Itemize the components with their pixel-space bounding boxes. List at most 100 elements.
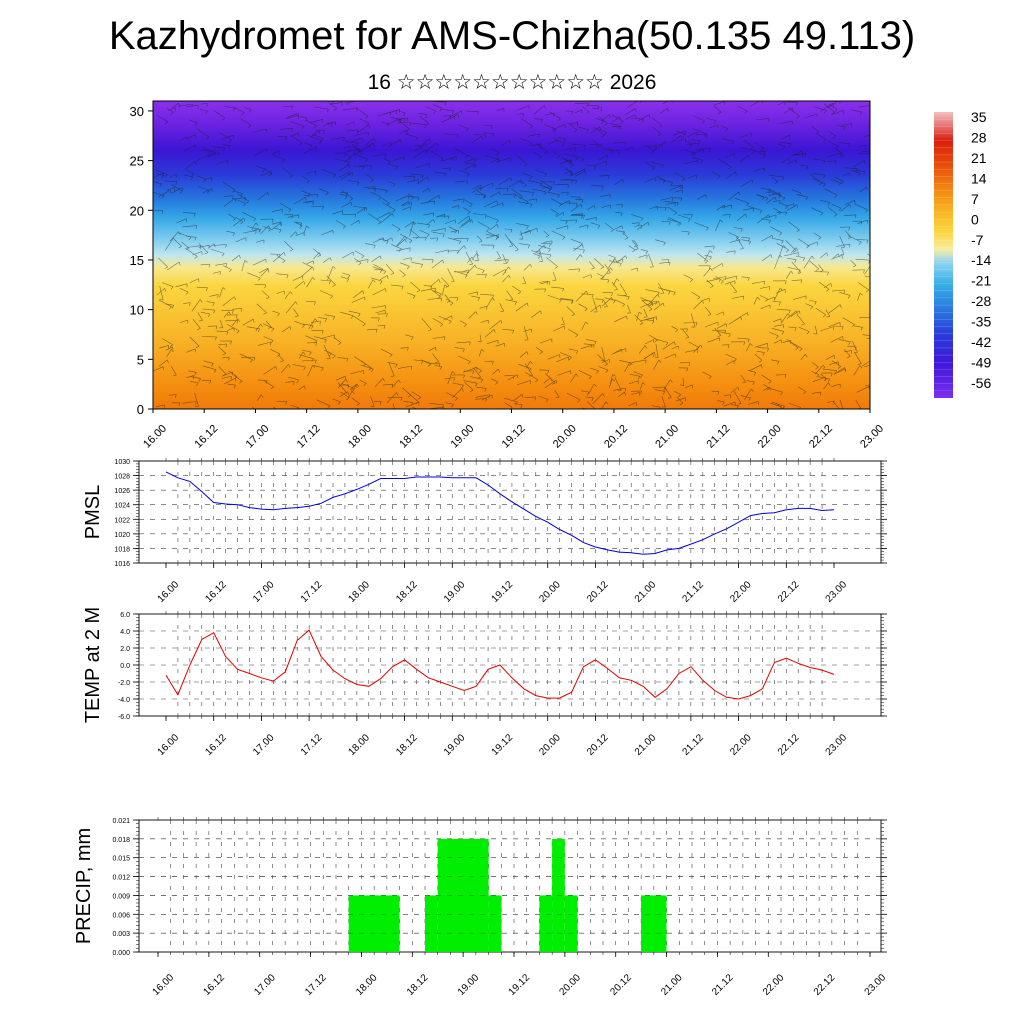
wind-barb-flag — [326, 109, 329, 113]
wind-barb — [839, 399, 844, 409]
wind-barb-flag — [213, 309, 216, 314]
wind-barb — [616, 294, 630, 297]
wind-barb — [365, 243, 376, 246]
wind-barb-flag — [743, 341, 746, 346]
wind-barb — [200, 311, 210, 315]
wind-barb — [475, 398, 487, 400]
wind-barb — [365, 138, 375, 146]
wind-barb — [784, 107, 793, 114]
temp-x-tick-label: 22.12 — [776, 732, 802, 758]
wind-barb — [224, 377, 236, 385]
wind-barb — [200, 103, 208, 105]
wind-barb — [468, 311, 477, 319]
wind-barb-flag — [665, 342, 669, 346]
wind-barb — [791, 247, 797, 253]
wind-barb-flag — [286, 274, 289, 279]
wind-barb — [428, 347, 436, 352]
wind-barb-flag — [653, 339, 655, 344]
wind-barb-flag — [170, 189, 172, 194]
wind-barb-flag — [365, 207, 368, 211]
wind-barb — [227, 324, 240, 332]
wind-barb — [290, 135, 303, 144]
wind-barb — [524, 396, 536, 398]
wind-barb-flag — [661, 144, 664, 149]
wind-barb — [233, 217, 244, 227]
wind-barb-flag — [211, 363, 214, 367]
wind-barb — [209, 294, 219, 297]
wind-barb-flag — [468, 215, 471, 220]
wind-barb — [431, 151, 444, 159]
wind-barb — [171, 187, 183, 194]
wind-barb-flag — [575, 350, 579, 355]
wind-barb-flag — [407, 395, 412, 398]
wind-barb-flag — [814, 301, 817, 305]
wind-barb — [776, 211, 787, 213]
wind-barb-flag — [350, 387, 354, 391]
wind-barb-flag — [610, 229, 614, 233]
wind-barb — [780, 313, 789, 324]
wind-barb — [603, 299, 608, 307]
wind-barb-flag — [834, 194, 838, 198]
wind-barb — [601, 204, 611, 208]
wind-barb — [543, 377, 551, 384]
wind-barb-flag — [318, 252, 322, 256]
wind-barb — [654, 206, 667, 208]
wind-barb-flag — [348, 156, 352, 160]
colorbar-label: 21 — [971, 150, 987, 166]
temp-x-tick-label: 16.00 — [156, 732, 182, 758]
wind-barb-flag — [207, 190, 210, 194]
wind-barb — [447, 268, 455, 282]
wind-barb-flag — [531, 192, 534, 196]
wind-barb — [384, 237, 393, 242]
wind-barb-flag — [676, 202, 679, 207]
wind-barb — [754, 142, 764, 149]
wind-barb — [283, 240, 294, 250]
wind-barb-flag — [872, 105, 873, 108]
wind-barb-flag — [581, 199, 584, 203]
wind-barb-flag — [752, 208, 754, 212]
wind-barb — [831, 383, 841, 387]
wind-barb-flag — [552, 382, 556, 385]
wind-barb — [625, 114, 636, 120]
wind-barb — [463, 380, 478, 384]
wind-barb-flag — [519, 196, 523, 200]
wind-barb — [448, 250, 459, 252]
wind-barb — [781, 134, 790, 140]
wind-barb-flag — [442, 259, 445, 264]
wind-barb — [684, 384, 693, 389]
wind-barb-flag — [454, 230, 458, 234]
wind-barb-flag — [637, 376, 641, 380]
wind-barb-flag — [209, 380, 212, 384]
wind-barb — [570, 238, 583, 244]
wind-barb-flag — [232, 218, 236, 222]
wind-barb-flag — [178, 231, 181, 235]
wind-barb — [814, 364, 824, 375]
wind-barb — [613, 387, 626, 391]
wind-barb — [443, 315, 452, 321]
wind-barb-flag — [689, 144, 693, 148]
wind-barb-flag — [222, 373, 227, 376]
precip-bar — [539, 895, 553, 952]
wind-barb-flag — [527, 244, 530, 249]
wind-barb-flag — [451, 404, 454, 408]
wind-barb-flag — [725, 128, 729, 132]
wind-barb — [389, 109, 400, 114]
wind-barb — [619, 360, 632, 364]
wind-barb-flag — [383, 237, 385, 242]
wind-barb-flag — [232, 195, 234, 200]
wind-barb — [434, 249, 449, 254]
wind-barb — [634, 224, 642, 227]
wind-barb-flag — [658, 359, 662, 363]
wind-barb — [638, 114, 650, 121]
wind-barb — [216, 330, 229, 333]
wind-barb — [655, 343, 659, 358]
wind-barb — [458, 355, 471, 362]
wind-barb-flag — [499, 191, 501, 196]
wind-barb-flag — [232, 310, 234, 314]
wind-barb-flag — [740, 316, 742, 321]
wind-barb — [492, 368, 499, 375]
wind-barb — [553, 325, 565, 332]
wind-barb — [182, 401, 197, 404]
wind-barb — [495, 343, 505, 347]
wind-barb — [622, 231, 629, 239]
